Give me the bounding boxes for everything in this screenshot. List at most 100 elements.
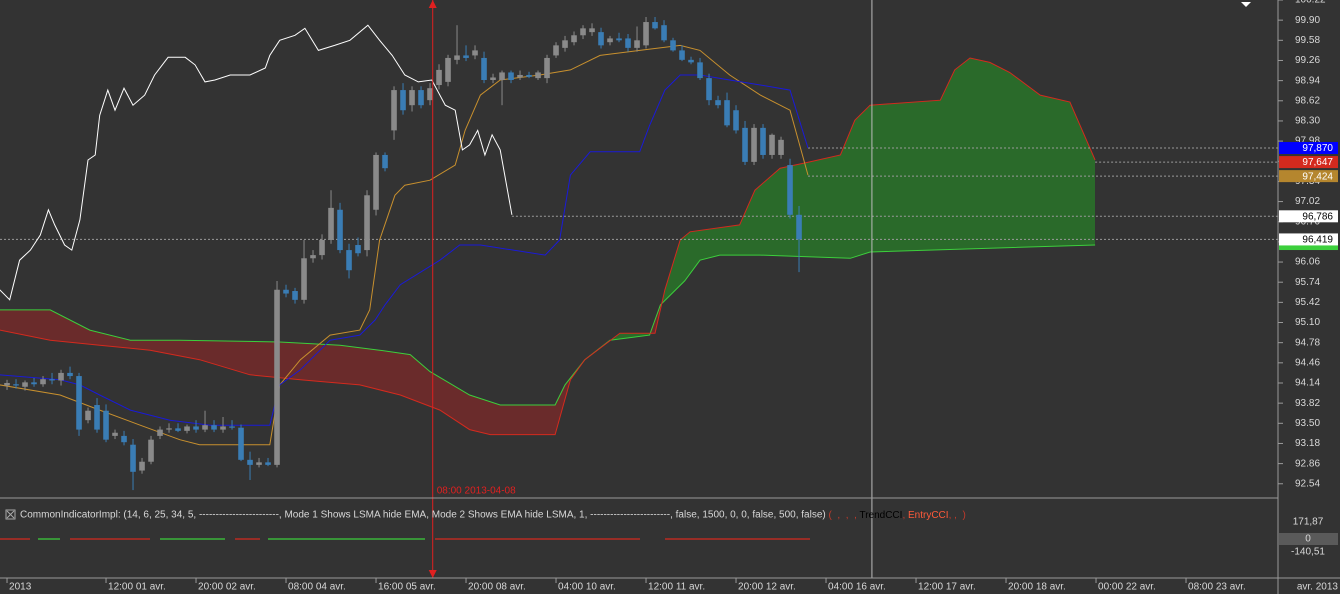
candle-body (184, 426, 190, 431)
candle-body (13, 384, 19, 386)
candle-body (598, 32, 604, 46)
marker-arrow (428, 0, 437, 8)
x-tick-label: 00:00 22 avr. (1098, 582, 1156, 593)
overlay: 08:00 2013-04-08 100.22 99.90 99.58 99.26 98.… (6, 0, 1338, 593)
candle-body (148, 439, 154, 462)
candle-body (688, 59, 694, 63)
candle-body (328, 207, 334, 240)
candle-body (103, 410, 109, 440)
price-tag (1279, 142, 1338, 155)
candle-body (607, 38, 613, 43)
candle-body (553, 45, 559, 56)
candle-body (472, 50, 478, 56)
candle-body (220, 426, 226, 430)
y-tick-label: 93.18 (1295, 438, 1320, 449)
price-tag (1279, 210, 1338, 223)
y-tick-label: 95.10 (1295, 317, 1320, 328)
indicator-output: TrendCCI (859, 510, 902, 521)
candle-body (580, 28, 586, 36)
y-tick-label: 100.22 (1295, 0, 1326, 6)
candle-body (400, 90, 406, 111)
candle-body (337, 209, 343, 251)
candle-body (562, 40, 568, 48)
candle-body (31, 382, 37, 385)
price-tag-label: 97,647 (1302, 157, 1333, 168)
candle-body (373, 154, 379, 210)
candle-body (526, 74, 532, 77)
candle-body (643, 22, 649, 46)
candle-body (409, 90, 415, 106)
cloud-fill (662, 57, 1095, 304)
price-tag (1279, 170, 1338, 183)
y-tick-label: 93.82 (1295, 398, 1320, 409)
candle-body (499, 72, 505, 80)
candle-body (238, 427, 244, 460)
candle-body (265, 462, 271, 465)
candle-body (229, 426, 235, 428)
y-tick-label: 99.26 (1295, 55, 1320, 66)
x-tick-label: 20:00 12 avr. (738, 582, 796, 593)
candle-body (733, 110, 739, 131)
candle-body (319, 239, 325, 256)
candle-body (67, 372, 73, 377)
cloud-fill (0, 309, 610, 435)
price-tag (1279, 242, 1338, 251)
candle-body (742, 127, 748, 162)
indicator-axis-label: -140,51 (1291, 547, 1325, 558)
candle-body (769, 134, 775, 155)
candle-body (256, 462, 262, 465)
candle-body (247, 459, 253, 465)
candle-body (139, 461, 145, 471)
cloud-line (0, 244, 1096, 406)
candle-body (292, 291, 298, 300)
candle-body (121, 435, 127, 443)
candle-body (166, 428, 172, 430)
indicator-output: EntryCCI (908, 510, 949, 521)
candle-body (796, 214, 802, 240)
candle-body (202, 425, 208, 430)
indicator-line (0, 44, 809, 446)
y-tick-label: 97.02 (1295, 196, 1320, 207)
candle-body (157, 429, 163, 436)
y-tick-label: 92.86 (1295, 458, 1320, 469)
indicator-output: ( , , , (826, 510, 860, 521)
indicator-output: , (902, 510, 908, 521)
collapse-icon[interactable] (1241, 2, 1251, 7)
candle-body (310, 255, 316, 259)
y-tick-label: 98.94 (1295, 75, 1320, 86)
y-tick-label: 92.54 (1295, 478, 1320, 489)
candle-body (679, 50, 685, 60)
price-tag-label: 96,419 (1302, 235, 1333, 246)
y-tick-label: 98.62 (1295, 95, 1320, 106)
y-tick-label: 93.50 (1295, 418, 1320, 429)
y-tick-label: 95.74 (1295, 277, 1320, 288)
candle-body (697, 62, 703, 79)
candle-body (391, 90, 397, 131)
candle-body (58, 372, 64, 381)
x-tick-label: 12:00 17 avr. (918, 582, 976, 593)
candle-body (517, 74, 523, 78)
x-tick-label: 20:00 02 avr. (198, 582, 256, 593)
y-tick-label: 94.78 (1295, 337, 1320, 348)
time-axis-corner: avr. 2013 (1297, 582, 1339, 593)
x-tick-label: 20:00 08 avr. (468, 582, 526, 593)
candle-body (346, 250, 352, 271)
indicator-close-box[interactable] (5, 509, 16, 520)
candle-body (427, 88, 433, 101)
candle-body (544, 57, 550, 79)
candle-body (778, 139, 784, 155)
candle-body (445, 57, 451, 82)
candle-body (49, 379, 55, 381)
y-tick-label: 94.46 (1295, 357, 1320, 368)
candle-body (463, 55, 469, 58)
candle-body (94, 405, 100, 430)
candle-body (724, 100, 730, 126)
candle-body (634, 40, 640, 48)
x-tick-label: 04:00 10 avr. (558, 582, 616, 593)
candle-body (85, 410, 91, 421)
candle-body (301, 258, 307, 300)
candle-body (22, 382, 28, 387)
y-tick-label: 97.98 (1295, 136, 1320, 147)
candle-body (706, 78, 712, 101)
candle-body (4, 382, 10, 386)
